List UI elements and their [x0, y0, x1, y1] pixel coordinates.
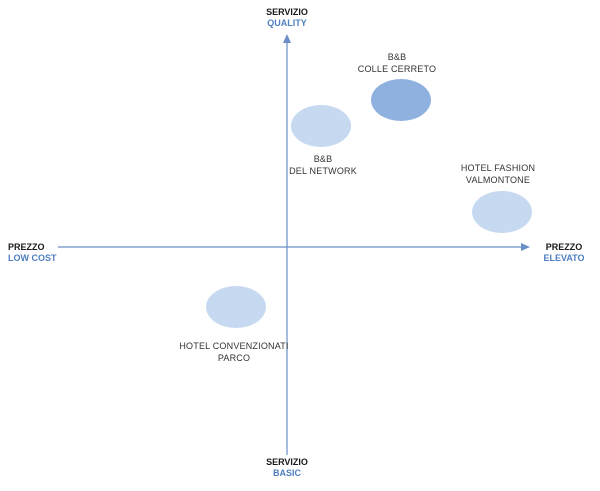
item-marker-del-network [291, 105, 351, 147]
vertical-axis-arrow-icon [283, 34, 291, 43]
item-label-colle-cerreto-line1: B&B [387, 52, 407, 62]
item-label-del-network: B&B DEL NETWORK [278, 153, 368, 177]
axis-label-left-sub: LOW COST [8, 253, 57, 263]
axis-label-bottom: SERVIZIO BASIC [257, 457, 317, 479]
item-label-hotel-fashion-line1: HOTEL FASHION [460, 163, 536, 173]
axis-label-right: PREZZO ELEVATO [540, 242, 588, 264]
item-label-del-network-line1: B&B [313, 154, 333, 164]
axis-label-bottom-sub: BASIC [272, 468, 301, 478]
axis-label-top-sub: QUALITY [267, 18, 307, 28]
item-label-hotel-convenzionati-line1: HOTEL CONVENZIONATI [179, 341, 289, 351]
axis-label-left-main: PREZZO [8, 242, 45, 252]
item-marker-hotel-fashion [472, 191, 532, 233]
item-marker-hotel-convenzionati [206, 286, 266, 328]
item-label-hotel-fashion-line2: VALMONTONE [465, 175, 531, 185]
axis-label-right-main: PREZZO [545, 242, 583, 252]
horizontal-axis-arrow-icon [521, 243, 530, 251]
item-label-hotel-convenzionati-line2: PARCO [217, 353, 251, 363]
item-label-colle-cerreto-line2: COLLE CERRETO [357, 64, 437, 74]
axis-label-bottom-main: SERVIZIO [266, 457, 308, 467]
axis-label-top: SERVIZIO QUALITY [257, 7, 317, 29]
axis-label-left: PREZZO LOW COST [8, 242, 57, 264]
item-label-hotel-convenzionati: HOTEL CONVENZIONATI PARCO [174, 340, 294, 364]
item-label-hotel-fashion: HOTEL FASHION VALMONTONE [448, 162, 548, 186]
axis-label-top-main: SERVIZIO [266, 7, 308, 17]
item-marker-colle-cerreto [371, 79, 431, 121]
axis-label-right-sub: ELEVATO [543, 253, 585, 263]
item-label-colle-cerreto: B&B COLLE CERRETO [352, 51, 442, 75]
item-label-del-network-line2: DEL NETWORK [289, 166, 357, 176]
